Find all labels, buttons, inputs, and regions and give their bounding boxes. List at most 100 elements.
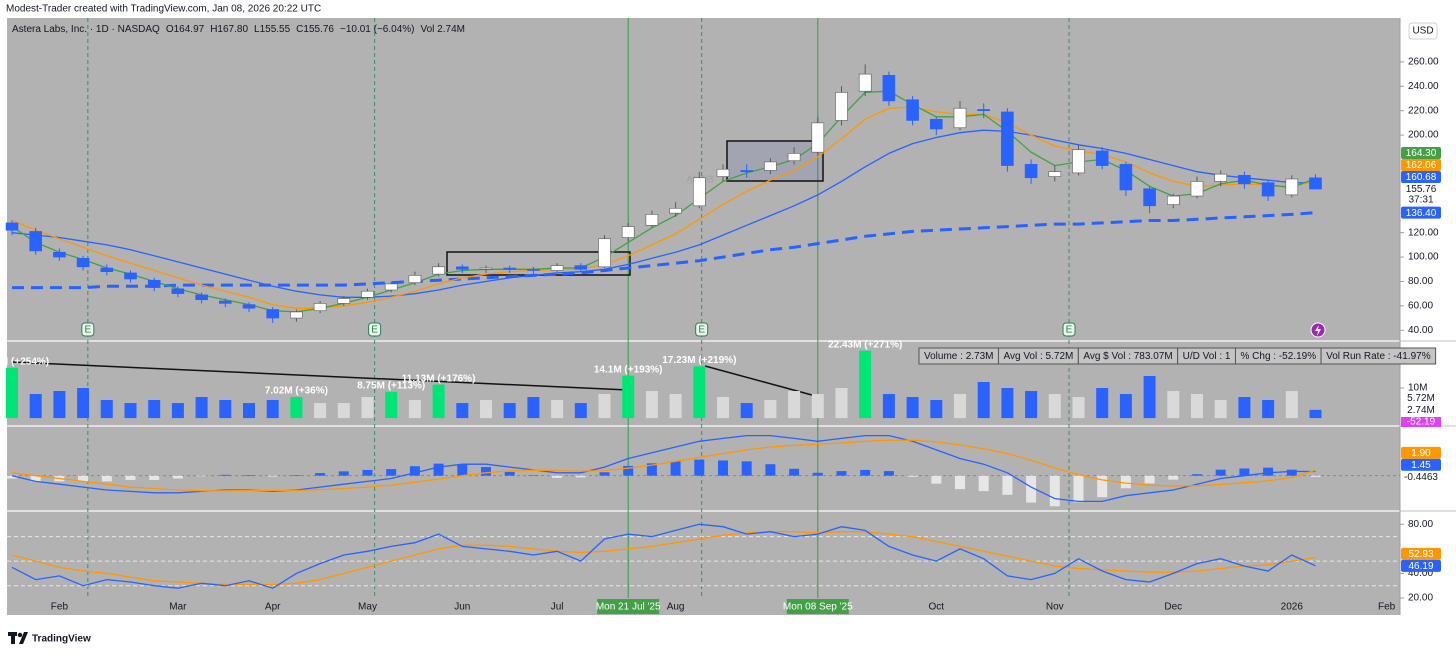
- pct-change-tag: [1401, 417, 1441, 427]
- volume-bar: [835, 388, 848, 419]
- volume-bar: [669, 394, 682, 419]
- volume-bar: [361, 397, 374, 419]
- candle-body: [337, 298, 351, 304]
- macd-histogram: [409, 466, 420, 476]
- volume-bar: [171, 403, 184, 419]
- candle-body: [171, 288, 185, 294]
- volume-bar: [6, 367, 18, 419]
- volume-bar: [1143, 375, 1156, 419]
- volume-bar: [1025, 391, 1038, 419]
- y-tick-label: 120.00: [1408, 227, 1439, 238]
- volume-bar: [124, 403, 137, 419]
- earnings-marker[interactable]: [695, 322, 709, 337]
- earnings-label: E: [1066, 325, 1073, 336]
- macd-histogram: [1286, 469, 1297, 476]
- candle-body: [1072, 149, 1085, 174]
- macd-histogram: [907, 475, 918, 477]
- value-tag: [1401, 147, 1441, 160]
- candle-body: [455, 266, 469, 270]
- value-tag-label: 52.93: [1408, 549, 1433, 560]
- candle-body: [1261, 182, 1275, 197]
- candle-body: [645, 214, 659, 226]
- candle-body: [503, 267, 517, 270]
- value-tag: [1401, 458, 1441, 471]
- value-tag: [1401, 403, 1441, 416]
- macd-histogram: [149, 475, 160, 480]
- candle-body: [1001, 111, 1014, 166]
- candle-body: [740, 170, 754, 172]
- earnings-marker[interactable]: [368, 322, 382, 337]
- legend-value: O164.97: [166, 24, 205, 35]
- macd-histogram: [291, 475, 302, 476]
- info-text: Avg Vol : 5.72M: [1003, 351, 1073, 362]
- volume-bar: [1096, 388, 1109, 419]
- pct-change-label: -52.19: [1407, 417, 1436, 428]
- macd-histogram: [1026, 475, 1037, 503]
- volume-label: 14.1M (+193%): [594, 364, 663, 375]
- candle-body: [1214, 173, 1227, 182]
- x-tick-label: Mon 21 Jul '25: [596, 602, 661, 613]
- x-tick-label: Mon 08 Sep '25: [783, 602, 853, 613]
- value-tag: [1401, 391, 1441, 404]
- macd-histogram: [623, 465, 634, 476]
- earnings-marker[interactable]: [1062, 322, 1076, 337]
- volume-label: 8.75M (+113%): [357, 380, 425, 391]
- macd-histogram: [315, 473, 326, 476]
- volume-bar: [1167, 391, 1180, 419]
- y-tick-label: 260.00: [1408, 57, 1439, 68]
- value-tag: [1401, 171, 1441, 184]
- macd-histogram: [812, 472, 823, 476]
- volume-bar: [1262, 400, 1275, 419]
- volume-bar: [1048, 394, 1061, 419]
- x-tick-label: Feb: [51, 602, 69, 613]
- volume-bar: [1001, 388, 1014, 419]
- macd-histogram: [1310, 475, 1321, 477]
- y-tick-label: 20.00: [1408, 593, 1433, 604]
- value-tag-label: 2.74M: [1407, 405, 1435, 416]
- candle-body: [408, 275, 422, 283]
- volume-bar: [764, 400, 777, 419]
- macd-histogram: [1168, 475, 1179, 480]
- volume-bar: [219, 400, 232, 419]
- info-text: Vol Run Rate : -41.97%: [1326, 351, 1431, 362]
- volume-bar: [788, 391, 801, 419]
- volume-bar: [337, 403, 350, 419]
- volume-bar: [100, 400, 113, 419]
- legend-value: C155.76: [296, 24, 334, 35]
- macd-histogram: [504, 471, 515, 476]
- macd-histogram: [1215, 469, 1226, 476]
- macd-histogram: [362, 469, 373, 476]
- earnings-label: E: [371, 325, 378, 336]
- candle-body: [527, 268, 540, 271]
- macd-histogram: [1192, 474, 1202, 476]
- candle-body: [195, 294, 208, 301]
- candle-body: [313, 303, 327, 312]
- volume-bar: [456, 403, 469, 419]
- x-tick-label: Jul: [551, 602, 564, 613]
- candle-body: [1048, 171, 1062, 177]
- volume-bar: [693, 366, 706, 419]
- macd-histogram: [718, 460, 728, 476]
- y-tick-label: 240.00: [1408, 81, 1439, 92]
- value-tag-label: 1.45: [1411, 460, 1431, 471]
- macd-histogram: [741, 461, 752, 476]
- earnings-marker[interactable]: [81, 322, 95, 337]
- macd-histogram: [1073, 475, 1084, 503]
- macd-histogram: [931, 475, 942, 484]
- candle-body: [858, 73, 872, 92]
- candle-body: [835, 92, 848, 121]
- candle-body: [1119, 164, 1133, 191]
- volume-bar: [1238, 397, 1251, 419]
- currency-button[interactable]: [1408, 22, 1438, 40]
- volume-bar: [1214, 400, 1227, 419]
- volume-bar: [77, 388, 90, 419]
- value-tag-label: 160.68: [1406, 172, 1437, 183]
- volume-bar: [1119, 394, 1132, 419]
- candle-body: [53, 251, 66, 258]
- macd-histogram: [78, 475, 89, 482]
- candle-body: [692, 177, 706, 207]
- candle-body: [147, 279, 161, 288]
- volume-bar: [195, 397, 208, 419]
- signal-line: [11, 439, 1316, 492]
- y-tick-label: 200.00: [1408, 130, 1439, 141]
